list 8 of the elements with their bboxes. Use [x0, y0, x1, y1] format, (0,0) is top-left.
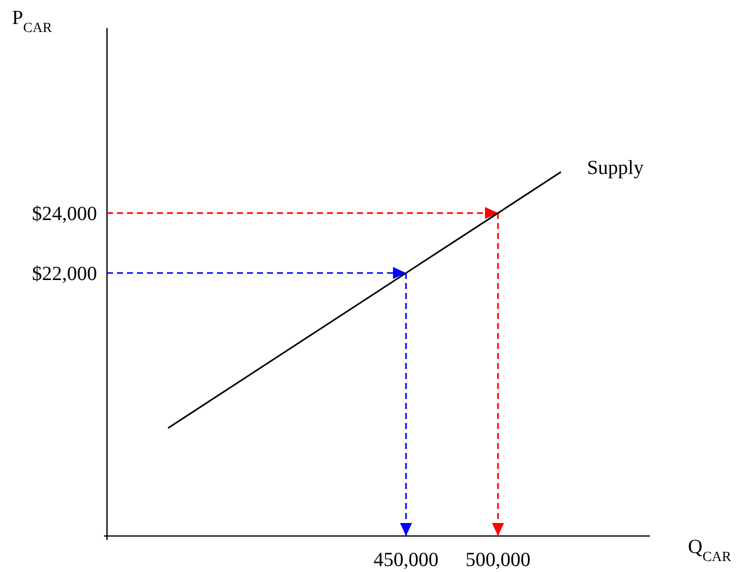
y-tick-label: $24,000: [32, 203, 97, 226]
series-label: Supply: [586, 156, 644, 179]
y-tick-label: $22,000: [32, 263, 97, 286]
x-tick-label: 450,000: [374, 549, 439, 571]
x-tick-label: 500,000: [466, 549, 531, 571]
line-series: [167, 171, 562, 429]
x-axis-title: Q$_{CAR}$: [688, 536, 732, 564]
y-axis-title: P$_{CAR}$: [12, 7, 53, 36]
